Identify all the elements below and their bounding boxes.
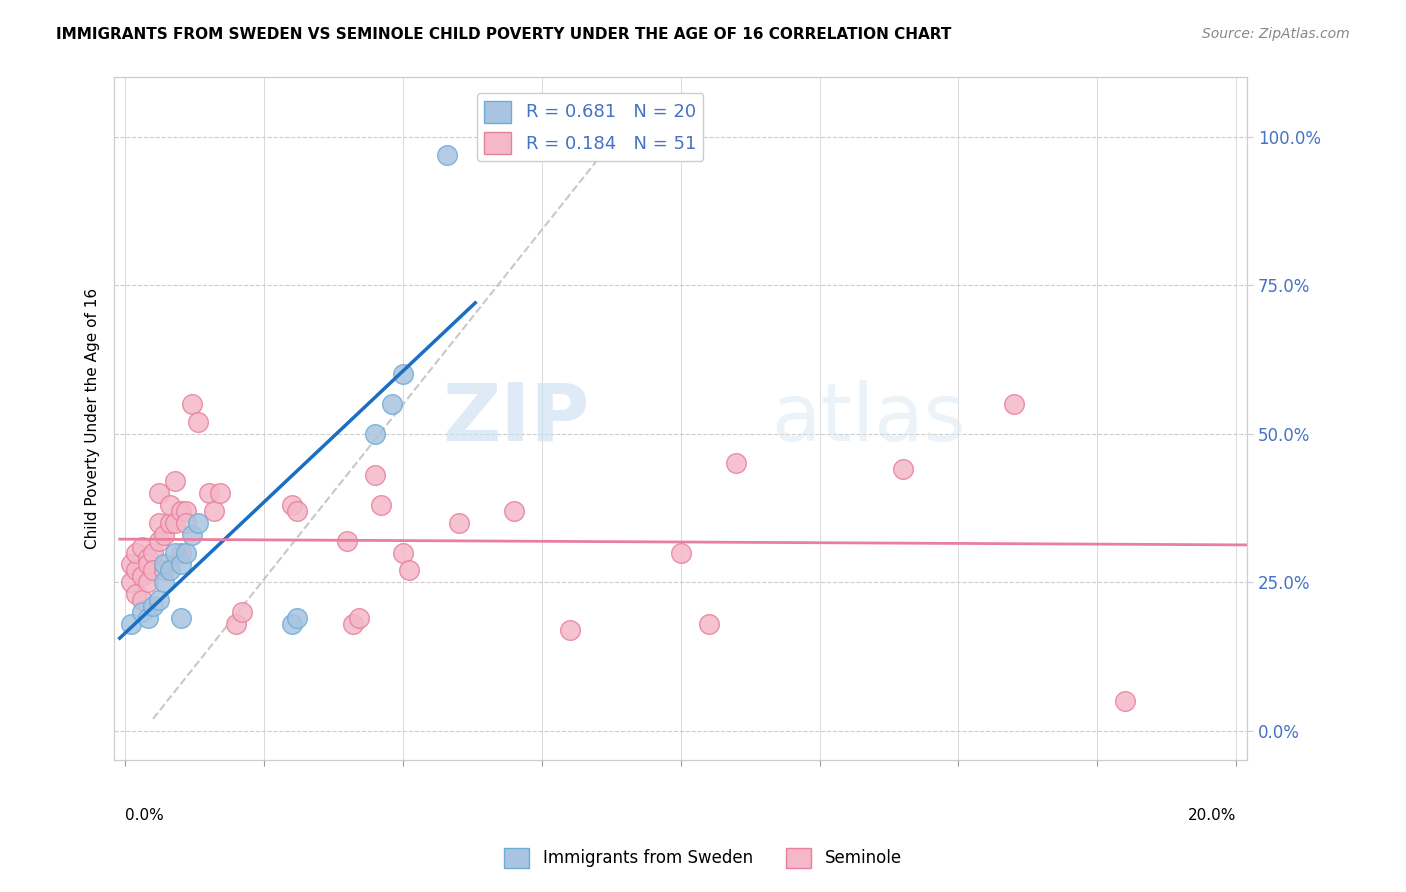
- Point: [148, 516, 170, 530]
- Point: [153, 575, 176, 590]
- Point: [176, 545, 198, 559]
- Point: [186, 516, 208, 530]
- Text: atlas: atlas: [772, 380, 966, 458]
- Text: 20.0%: 20.0%: [1188, 808, 1236, 823]
- Point: [148, 486, 170, 500]
- Point: [165, 516, 187, 530]
- Point: [281, 498, 304, 512]
- Point: [148, 533, 170, 548]
- Point: [197, 486, 219, 500]
- Point: [1002, 397, 1025, 411]
- Point: [669, 545, 692, 559]
- Point: [120, 575, 142, 590]
- Point: [153, 558, 176, 572]
- Point: [1114, 694, 1136, 708]
- Point: [392, 545, 415, 559]
- Point: [153, 527, 176, 541]
- Point: [176, 504, 198, 518]
- Point: [148, 593, 170, 607]
- Point: [176, 516, 198, 530]
- Point: [170, 558, 193, 572]
- Point: [364, 468, 387, 483]
- Point: [891, 462, 914, 476]
- Text: IMMIGRANTS FROM SWEDEN VS SEMINOLE CHILD POVERTY UNDER THE AGE OF 16 CORRELATION: IMMIGRANTS FROM SWEDEN VS SEMINOLE CHILD…: [56, 27, 952, 42]
- Point: [202, 504, 225, 518]
- Point: [159, 498, 181, 512]
- Point: [120, 558, 142, 572]
- Point: [281, 616, 304, 631]
- Text: ZIP: ZIP: [443, 380, 591, 458]
- Point: [142, 599, 165, 613]
- Point: [231, 605, 253, 619]
- Point: [181, 527, 204, 541]
- Point: [287, 504, 309, 518]
- Point: [725, 457, 748, 471]
- Legend: R = 0.681   N = 20, R = 0.184   N = 51: R = 0.681 N = 20, R = 0.184 N = 51: [477, 94, 703, 161]
- Point: [165, 475, 187, 489]
- Point: [165, 545, 187, 559]
- Point: [131, 593, 153, 607]
- Point: [208, 486, 231, 500]
- Point: [370, 498, 392, 512]
- Point: [364, 426, 387, 441]
- Point: [136, 551, 159, 566]
- Point: [125, 545, 148, 559]
- Point: [398, 563, 420, 577]
- Y-axis label: Child Poverty Under the Age of 16: Child Poverty Under the Age of 16: [86, 288, 100, 549]
- Point: [142, 545, 165, 559]
- Point: [392, 368, 415, 382]
- Point: [159, 563, 181, 577]
- Point: [136, 558, 159, 572]
- Point: [131, 569, 153, 583]
- Text: Source: ZipAtlas.com: Source: ZipAtlas.com: [1202, 27, 1350, 41]
- Point: [125, 587, 148, 601]
- Point: [159, 516, 181, 530]
- Point: [436, 147, 458, 161]
- Point: [447, 516, 470, 530]
- Point: [336, 533, 359, 548]
- Legend: Immigrants from Sweden, Seminole: Immigrants from Sweden, Seminole: [498, 841, 908, 875]
- Point: [153, 563, 176, 577]
- Point: [558, 623, 581, 637]
- Point: [697, 616, 720, 631]
- Point: [136, 611, 159, 625]
- Text: 0.0%: 0.0%: [125, 808, 165, 823]
- Point: [131, 605, 153, 619]
- Point: [136, 575, 159, 590]
- Point: [131, 540, 153, 554]
- Point: [503, 504, 526, 518]
- Point: [170, 504, 193, 518]
- Point: [125, 563, 148, 577]
- Point: [170, 545, 193, 559]
- Point: [347, 611, 370, 625]
- Point: [342, 616, 364, 631]
- Point: [225, 616, 247, 631]
- Point: [381, 397, 404, 411]
- Point: [120, 616, 142, 631]
- Point: [287, 611, 309, 625]
- Point: [142, 563, 165, 577]
- Point: [181, 397, 204, 411]
- Point: [170, 611, 193, 625]
- Point: [186, 415, 208, 429]
